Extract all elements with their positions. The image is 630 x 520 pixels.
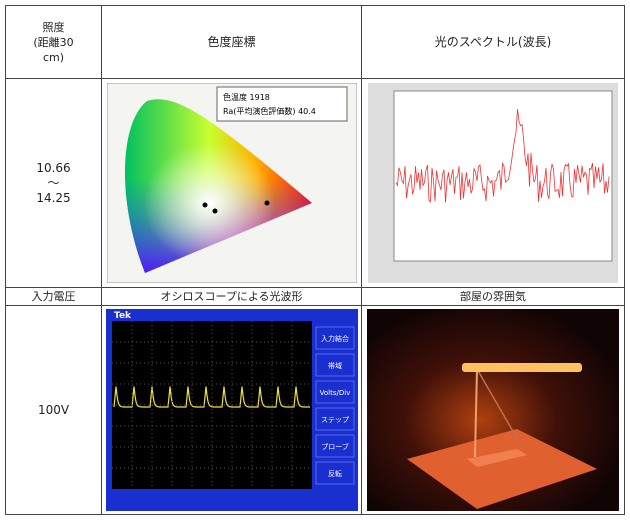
table: 照度 (距離30 cm) 色度座標 光のスペクトル(波長) 10.66 〜 14… — [5, 5, 625, 515]
image-cell: 色温度 1918 Ra(平均演色評価数) 40.4 — [102, 79, 361, 287]
cell-text: 〜 — [47, 176, 59, 191]
header-text: 色度座標 — [207, 35, 255, 50]
menu-label: プローブ — [321, 442, 349, 451]
menu-label: 反転 — [328, 470, 342, 478]
page: 照度 (距離30 cm) 色度座標 光のスペクトル(波長) 10.66 〜 14… — [0, 0, 630, 520]
header-cell: 色度座標 — [102, 6, 361, 78]
point — [202, 203, 207, 208]
header-cell: 照度 (距離30 cm) — [6, 6, 101, 78]
point — [212, 209, 217, 214]
cell-text: 14.25 — [36, 191, 70, 206]
brand: Tek — [114, 311, 132, 321]
header-text: (距離30 — [33, 35, 73, 50]
menu-label: 帯域 — [328, 361, 342, 370]
header-cell: 部屋の雰囲気 — [362, 288, 624, 305]
chromaticity-diagram: 色温度 1918 Ra(平均演色評価数) 40.4 — [107, 83, 357, 283]
menu-label: 入力結合 — [321, 334, 349, 343]
header-text: 光のスペクトル(波長) — [435, 35, 552, 50]
legend-text: 色温度 1918 — [223, 92, 270, 102]
point — [264, 201, 269, 206]
image-cell — [362, 306, 624, 514]
image-cell: Tek 入力結合帯域 Volts/Div ステッププローブ反転 — [102, 306, 361, 514]
spectrum-plot — [368, 83, 618, 283]
image-cell — [362, 79, 624, 287]
header-text: 入力電圧 — [32, 289, 76, 304]
value-cell: 10.66 〜 14.25 — [6, 79, 101, 287]
lamp — [462, 363, 582, 372]
cell-text: 10.66 — [36, 161, 70, 176]
header-text: 部屋の雰囲気 — [460, 289, 526, 304]
header-text: cm) — [43, 50, 64, 65]
menu-label: Volts/Div — [319, 389, 350, 397]
header-text: オシロスコープによる光波形 — [160, 289, 302, 304]
room-photo — [367, 309, 619, 511]
menu-label: ステップ — [321, 416, 349, 424]
cell-text: 100V — [38, 403, 69, 418]
header-cell: 光のスペクトル(波長) — [362, 6, 624, 78]
header-cell: 入力電圧 — [6, 288, 101, 305]
header-text: 照度 — [43, 20, 65, 35]
header-cell: オシロスコープによる光波形 — [102, 288, 361, 305]
value-cell: 100V — [6, 306, 101, 514]
legend-text: Ra(平均演色評価数) 40.4 — [223, 106, 316, 116]
